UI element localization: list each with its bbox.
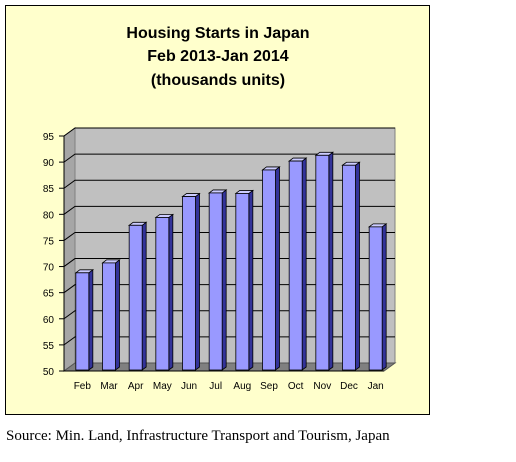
bar-oct	[288, 160, 303, 371]
bar-mar	[102, 262, 116, 371]
bar-side-aug	[248, 189, 254, 371]
y-tick-label: 85	[43, 184, 55, 195]
x-tick-label: Oct	[288, 381, 304, 392]
plot-side-wall	[63, 127, 76, 372]
bar-side-may	[168, 213, 174, 371]
bar-jun	[182, 196, 196, 371]
bar-nov	[315, 154, 330, 371]
x-tick-label: Apr	[128, 381, 144, 392]
x-tick-label: Feb	[74, 381, 92, 392]
bar-side-jul	[221, 189, 227, 371]
bar-side-feb	[88, 269, 94, 371]
bar-side-sep	[275, 166, 280, 371]
y-tick-label: 50	[43, 367, 55, 378]
bar-side-jan	[381, 223, 387, 371]
gridline	[63, 153, 395, 163]
x-tick-label: Aug	[233, 381, 251, 392]
gridline	[63, 127, 395, 137]
y-tick-label: 75	[43, 236, 55, 247]
y-tick-label: 90	[43, 158, 55, 169]
bar-jul	[208, 192, 223, 371]
plot-area: 50 55 60 65 70 75 80 85 90 95 Feb Mar Apr May Jun Jul Au…	[43, 127, 397, 392]
bar-chart: Housing Starts in Japan Feb 2013-Jan 201…	[43, 25, 397, 392]
bar-side-dec	[355, 161, 360, 371]
y-tick-label: 80	[43, 210, 55, 221]
bar-side-mar	[115, 259, 120, 371]
chart-frame: Housing Starts in Japan Feb 2013-Jan 201…	[5, 5, 430, 415]
bar-sep	[262, 169, 276, 371]
chart-title-line-1: Housing Starts in Japan	[126, 25, 309, 42]
gridline	[63, 336, 395, 346]
x-tick-label: Jun	[181, 381, 197, 392]
gridline	[63, 258, 395, 267]
bar-feb	[75, 272, 90, 371]
y-tick-label: 65	[43, 289, 55, 300]
gridline	[63, 284, 395, 294]
bar-side-nov	[328, 151, 334, 371]
chart-title-line-2: Feb 2013-Jan 2014	[147, 48, 289, 65]
bar-side-oct	[301, 157, 307, 371]
y-tick-label: 95	[43, 132, 55, 143]
bar-jan	[368, 226, 383, 371]
y-tick-label: 55	[43, 341, 55, 352]
x-tick-label: May	[153, 381, 172, 392]
x-tick-label: Mar	[100, 381, 118, 392]
bar-aug	[235, 193, 250, 371]
bar-may	[155, 217, 170, 371]
x-tick-label: Sep	[260, 381, 278, 392]
gridline	[63, 205, 395, 215]
gridline	[63, 179, 395, 189]
x-tick-label: Dec	[340, 381, 358, 392]
bar-dec	[342, 164, 356, 371]
x-tick-label: Jan	[368, 381, 384, 392]
x-tick-label: Nov	[313, 381, 331, 392]
gridline	[63, 310, 395, 320]
y-tick-label: 70	[43, 263, 55, 274]
bar-apr	[128, 224, 143, 371]
y-tick-label: 60	[43, 315, 55, 326]
bar-side-apr	[141, 221, 147, 371]
x-tick-label: Jul	[209, 381, 222, 392]
bar-side-jun	[195, 192, 200, 371]
gridline	[63, 231, 395, 241]
source-note: Source: Min. Land, Infrastructure Transp…	[6, 428, 390, 444]
chart-title-line-3: (thousands units)	[151, 72, 285, 89]
